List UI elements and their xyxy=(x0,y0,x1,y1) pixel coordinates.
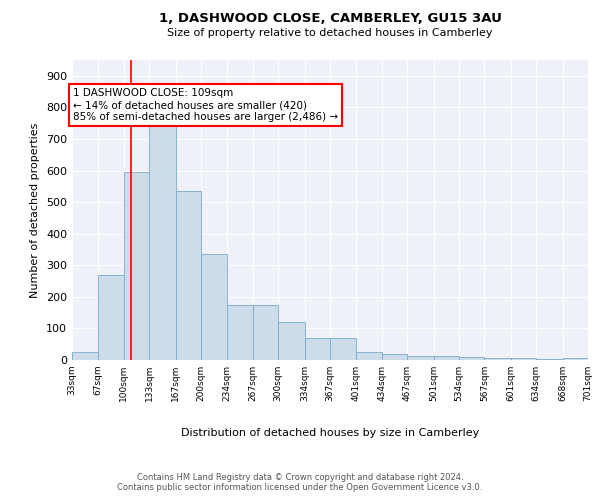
Bar xyxy=(227,304,253,360)
Bar xyxy=(124,172,149,360)
Bar xyxy=(330,338,356,360)
Bar xyxy=(278,322,305,360)
Bar xyxy=(98,274,124,360)
Text: 1, DASHWOOD CLOSE, CAMBERLEY, GU15 3AU: 1, DASHWOOD CLOSE, CAMBERLEY, GU15 3AU xyxy=(158,12,502,26)
Bar xyxy=(563,358,588,360)
Bar xyxy=(407,356,434,360)
Y-axis label: Number of detached properties: Number of detached properties xyxy=(31,122,40,298)
Bar xyxy=(201,254,227,360)
Bar xyxy=(305,338,330,360)
Bar xyxy=(382,354,407,360)
Bar xyxy=(511,358,536,360)
Bar xyxy=(356,352,382,360)
Text: Size of property relative to detached houses in Camberley: Size of property relative to detached ho… xyxy=(167,28,493,38)
Text: Contains public sector information licensed under the Open Government Licence v3: Contains public sector information licen… xyxy=(118,484,482,492)
Bar xyxy=(459,358,484,360)
Bar xyxy=(253,304,278,360)
Bar xyxy=(484,358,511,360)
Text: Distribution of detached houses by size in Camberley: Distribution of detached houses by size … xyxy=(181,428,479,438)
Bar xyxy=(72,352,98,360)
Bar xyxy=(536,359,563,360)
Bar xyxy=(149,126,176,360)
Bar xyxy=(176,191,201,360)
Text: 1 DASHWOOD CLOSE: 109sqm
← 14% of detached houses are smaller (420)
85% of semi-: 1 DASHWOOD CLOSE: 109sqm ← 14% of detach… xyxy=(73,88,338,122)
Text: Contains HM Land Registry data © Crown copyright and database right 2024.: Contains HM Land Registry data © Crown c… xyxy=(137,472,463,482)
Bar xyxy=(434,356,459,360)
